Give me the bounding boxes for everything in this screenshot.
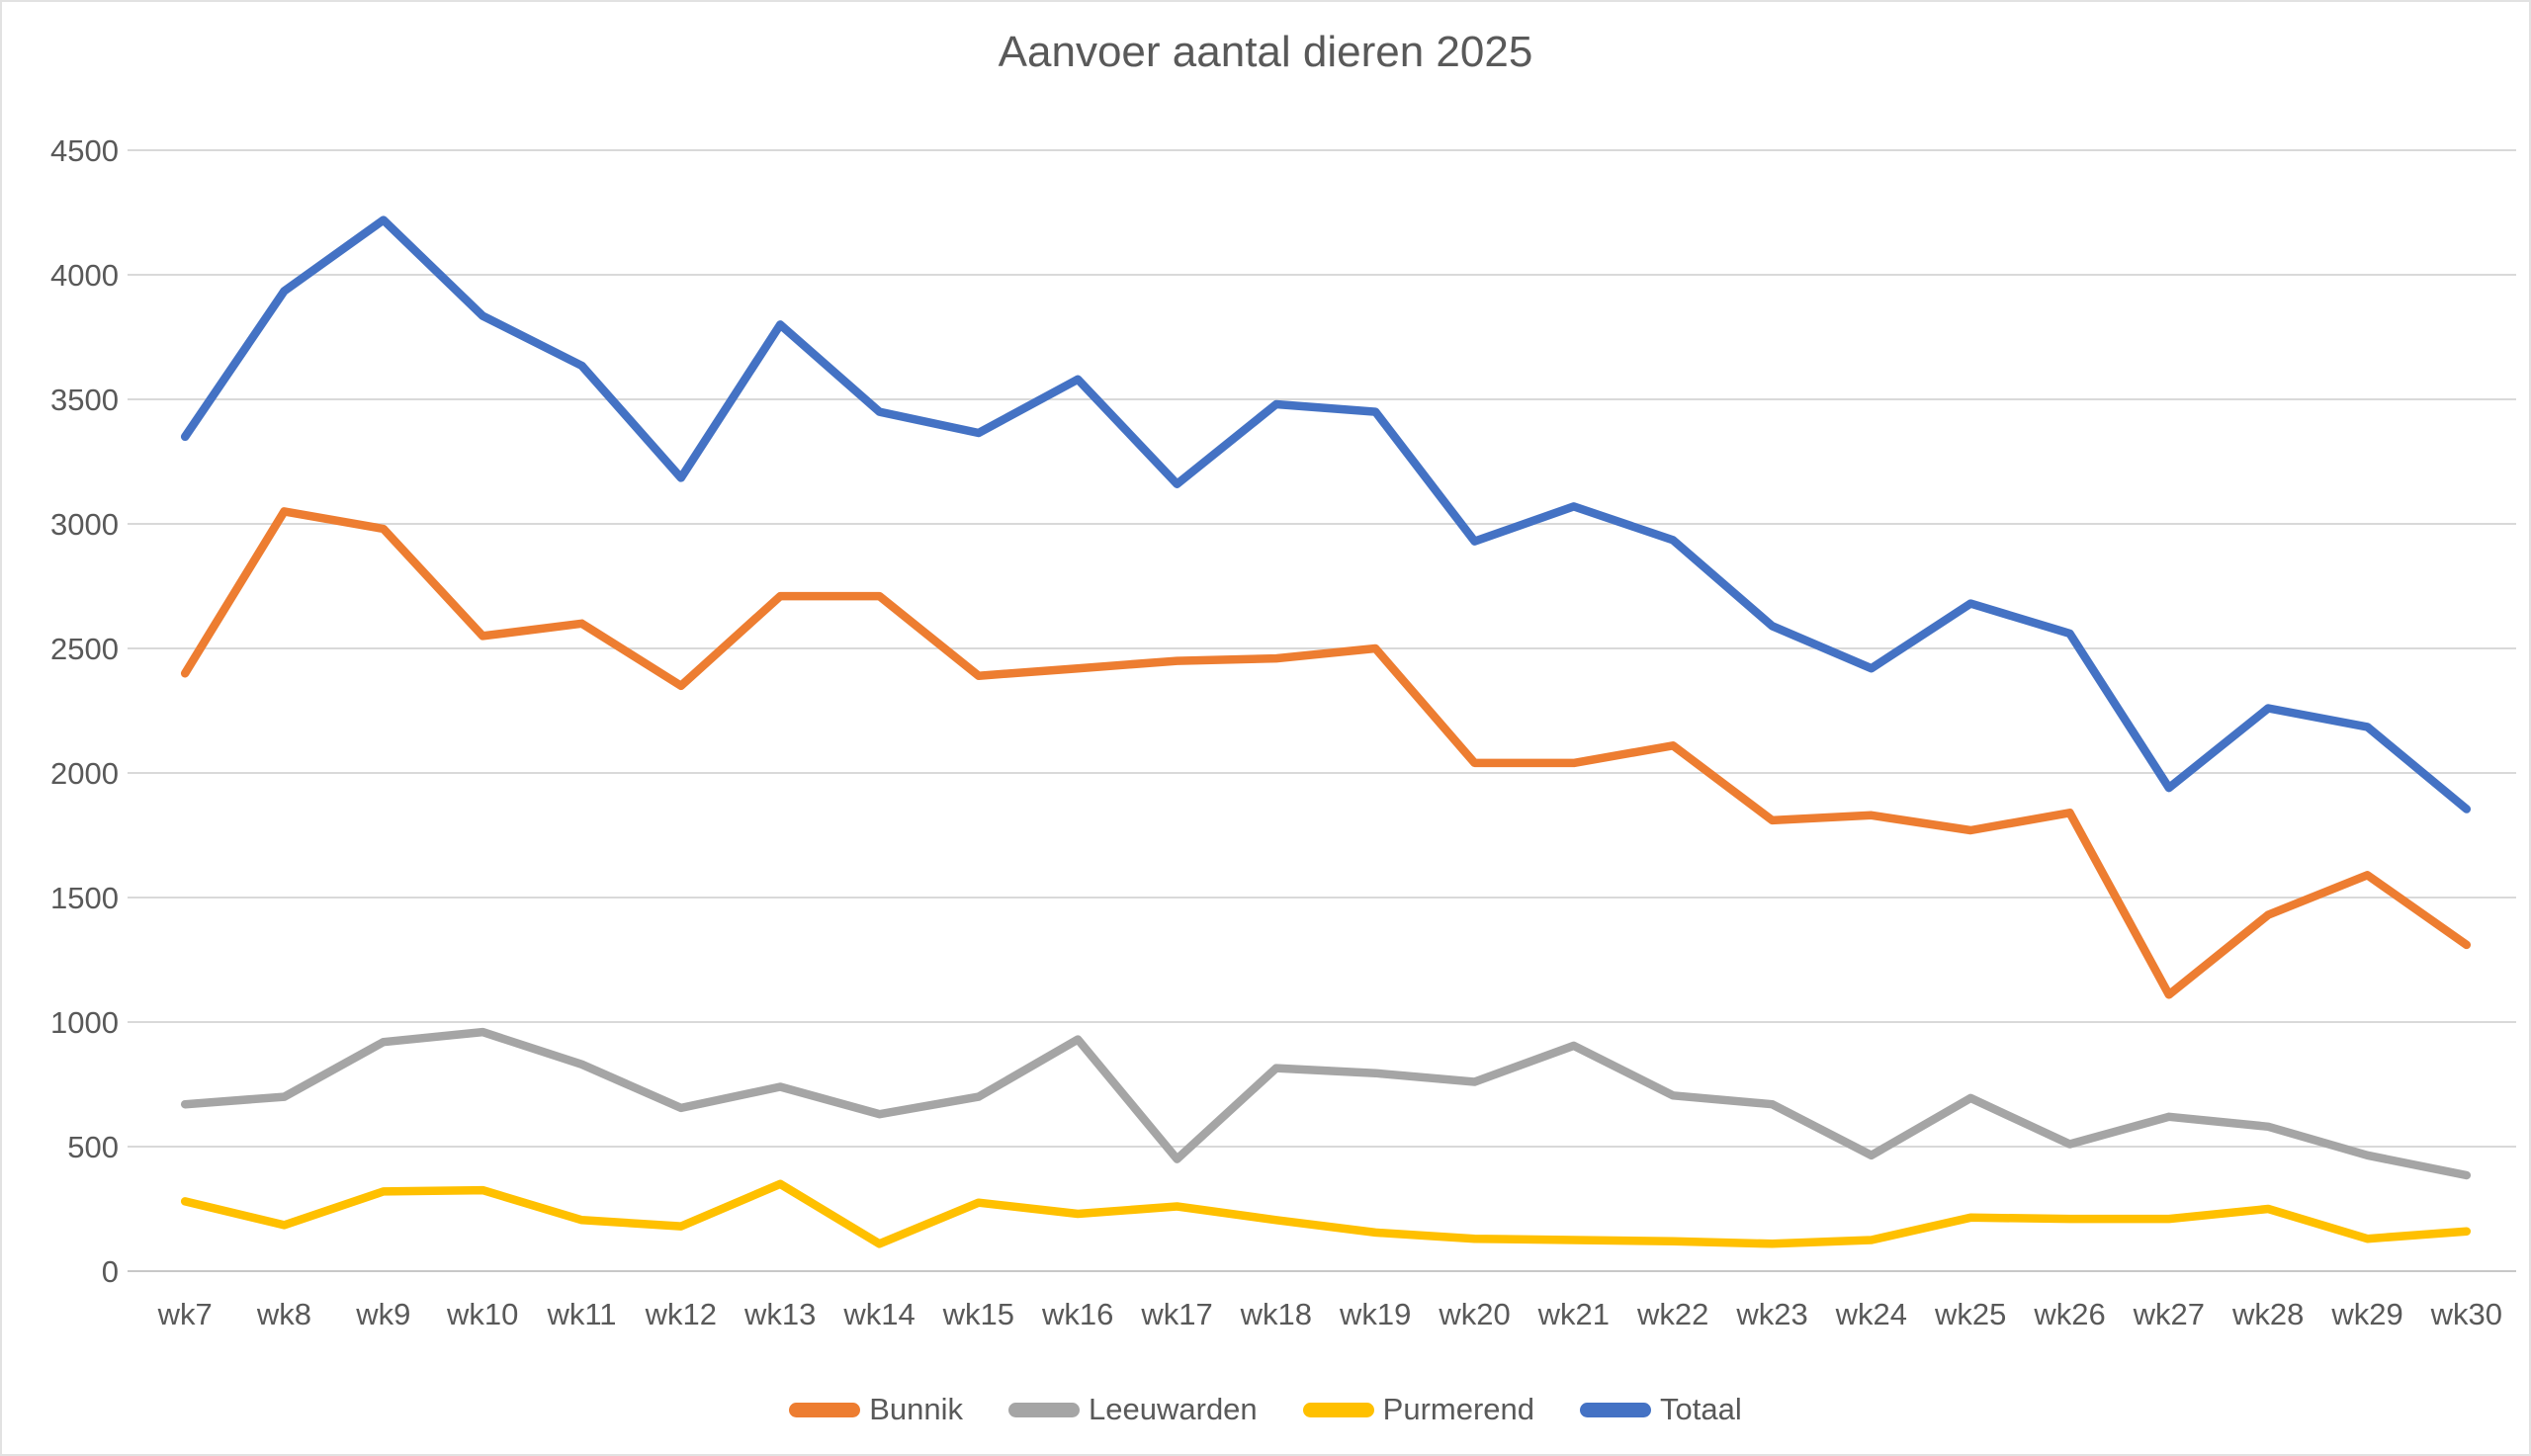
x-tick-label: wk24: [1835, 1297, 1907, 1331]
y-tick-label: 1500: [50, 881, 119, 915]
legend-swatch-purmerend: [1302, 1402, 1374, 1417]
y-tick-label: 3000: [50, 507, 119, 542]
x-tick-label: wk20: [1438, 1297, 1510, 1331]
x-tick-label: wk21: [1537, 1297, 1610, 1331]
x-tick-label: wk10: [446, 1297, 518, 1331]
x-tick-label: wk16: [1041, 1297, 1113, 1331]
x-tick-label: wk13: [743, 1297, 816, 1331]
legend-item-bunnik: Bunnik: [789, 1392, 963, 1427]
x-tick-label: wk28: [2231, 1297, 2304, 1331]
x-tick-label: wk11: [546, 1297, 616, 1331]
legend-label: Leeuwarden: [1089, 1392, 1258, 1426]
legend-item-purmerend: Purmerend: [1302, 1392, 1535, 1427]
x-tick-label: wk17: [1140, 1297, 1212, 1331]
x-tick-label: wk19: [1339, 1297, 1411, 1331]
legend-item-totaal: Totaal: [1580, 1392, 1742, 1427]
x-tick-label: wk30: [2430, 1297, 2502, 1331]
y-tick-label: 4500: [50, 133, 119, 168]
x-tick-label: wk25: [1934, 1297, 2006, 1331]
series-line-bunnik: [180, 507, 2472, 999]
y-tick-label: 2500: [50, 632, 119, 666]
x-tick-label: wk15: [942, 1297, 1014, 1331]
y-tick-label: 500: [67, 1130, 119, 1164]
legend-label: Bunnik: [869, 1392, 964, 1426]
x-tick-label: wk29: [2330, 1297, 2402, 1331]
y-tick-label: 1000: [50, 1005, 119, 1040]
x-tick-label: wk23: [1735, 1297, 1807, 1331]
y-tick-label: 3500: [50, 383, 119, 417]
x-tick-label: wk8: [256, 1297, 311, 1331]
y-tick-label: 4000: [50, 258, 119, 293]
y-tick-label: 0: [102, 1254, 119, 1289]
chart-title: Aanvoer aantal dieren 2025: [998, 28, 1533, 76]
x-tick-label: wk18: [1240, 1297, 1312, 1331]
legend-swatch-leeuwarden: [1008, 1402, 1081, 1417]
series-line-totaal: [180, 215, 2472, 814]
legend-swatch-bunnik: [789, 1402, 861, 1417]
legend-item-leeuwarden: Leeuwarden: [1008, 1392, 1258, 1427]
x-tick-label: wk14: [842, 1297, 915, 1331]
legend-swatch-totaal: [1580, 1402, 1652, 1417]
x-tick-label: wk7: [157, 1297, 213, 1331]
x-tick-label: wk12: [645, 1297, 717, 1331]
x-tick-label: wk9: [355, 1297, 410, 1331]
y-tick-label: 2000: [50, 756, 119, 791]
legend-label: Purmerend: [1382, 1392, 1535, 1426]
series-line-leeuwarden: [180, 1027, 2472, 1180]
x-tick-label: wk27: [2133, 1297, 2205, 1331]
legend: Bunnik Leeuwarden Purmerend Totaal: [2, 1392, 2529, 1427]
legend-label: Totaal: [1660, 1392, 1742, 1426]
x-tick-label: wk26: [2033, 1297, 2105, 1331]
x-tick-label: wk22: [1636, 1297, 1708, 1331]
series-line-purmerend: [180, 1179, 2472, 1248]
